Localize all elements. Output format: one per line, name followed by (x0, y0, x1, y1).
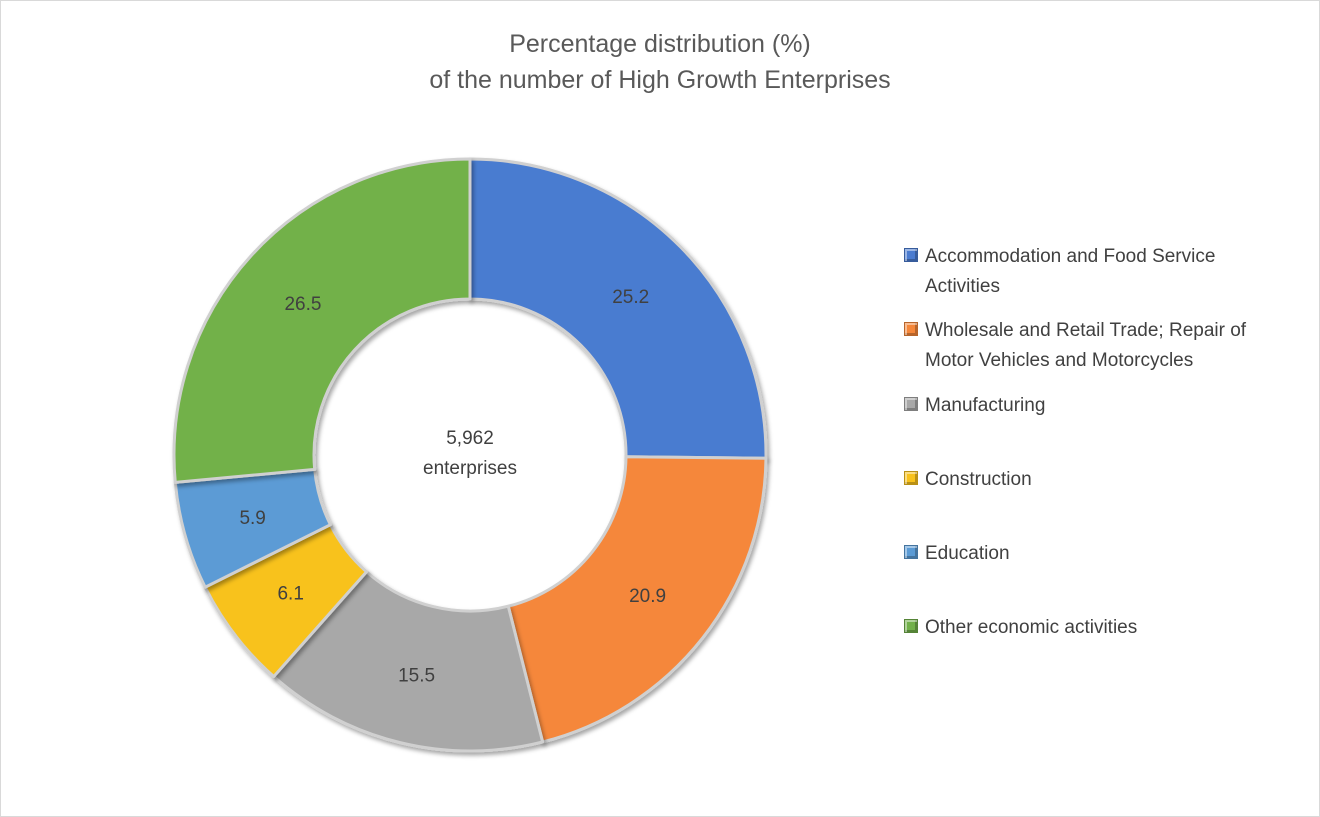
chart-title-line-1: Percentage distribution (%) (509, 30, 811, 58)
data-label-other: 26.5 (284, 294, 321, 315)
center-label-value: 5,962 (446, 428, 494, 449)
data-label-accommodation: 25.2 (612, 287, 649, 308)
legend-label-other: Other economic activities (925, 617, 1138, 638)
legend-label-education: Education (925, 543, 1010, 564)
legend-label-construction: Construction (925, 469, 1032, 490)
legend-label-manufacturing: Manufacturing (925, 395, 1046, 416)
data-label-construction: 6.1 (277, 584, 303, 605)
legend-label-wholesale-line-1: Wholesale and Retail Trade; Repair of (925, 320, 1247, 341)
center-label-text: enterprises (423, 458, 517, 479)
doughnut-slices (172, 157, 768, 753)
legend-label-wholesale-line-2: Motor Vehicles and Motorcycles (925, 350, 1194, 371)
legend-label-accommodation-line-2: Activities (925, 276, 1000, 297)
slice-other (172, 157, 472, 484)
legend-swatch-manufacturing (904, 397, 918, 411)
legend-swatch-wholesale (904, 322, 918, 336)
chart-title: Percentage distribution (%) of the numbe… (0, 26, 1320, 98)
data-label-wholesale: 20.9 (629, 586, 666, 607)
data-label-manufacturing: 15.5 (398, 666, 435, 687)
slice-manufacturing (272, 570, 545, 753)
legend-swatch-other (904, 619, 918, 633)
legend-label-accommodation-line-1: Accommodation and Food Service (925, 246, 1216, 267)
chart-title-line-2: of the number of High Growth Enterprises (429, 66, 891, 94)
slice-wholesale (506, 455, 768, 744)
data-label-education: 5.9 (239, 508, 265, 529)
slice-accommodation (468, 157, 768, 460)
center-label: 5,962 enterprises (370, 424, 570, 484)
doughnut-data-labels: 25.2 20.9 15.5 6.1 5.9 26.5 (239, 287, 666, 687)
legend-swatch-education (904, 545, 918, 559)
legend-swatch-construction (904, 471, 918, 485)
legend-swatch-accommodation (904, 248, 918, 262)
legend: Accommodation and Food Service Activitie… (904, 0, 1316, 817)
